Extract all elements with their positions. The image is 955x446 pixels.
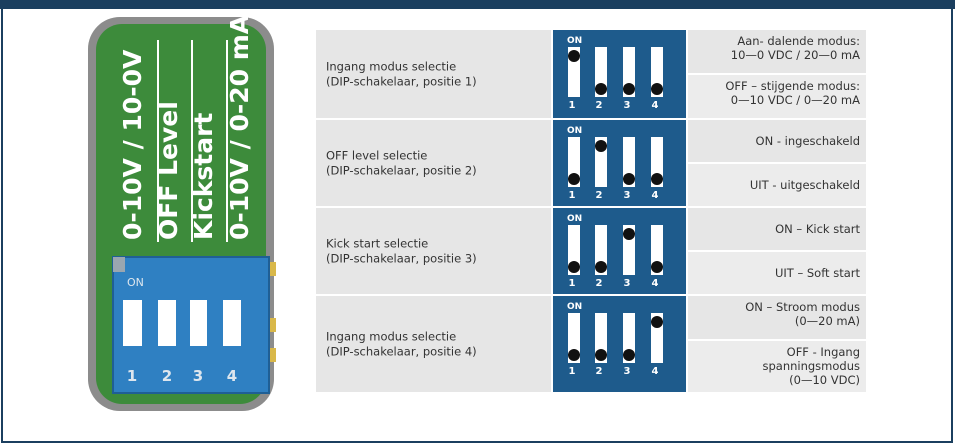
row-label: (DIP-schakelaar, positie 4)	[326, 345, 477, 359]
row-label: OFF level selectie	[326, 149, 427, 163]
option-text: 0—10 VDC / 0—20 mA	[731, 93, 860, 107]
pcb-switch-number: 1	[127, 367, 137, 385]
switch-on: ON	[567, 302, 582, 312]
label-cell	[316, 296, 551, 392]
switch-knob	[595, 83, 607, 95]
option-text: 10—0 VDC / 20—0 mA	[731, 48, 860, 62]
option-text: UIT – Soft start	[775, 266, 861, 280]
switch-number: 3	[624, 366, 631, 377]
pcb-label: Kickstart	[189, 113, 218, 240]
row-label: Ingang modus selectie	[326, 60, 456, 74]
switch-number: 3	[624, 100, 631, 111]
option-text: (0—10 VDC)	[789, 373, 860, 387]
option-text: ON – Stroom modus	[745, 300, 860, 314]
switch-number: 3	[624, 278, 631, 289]
switch-number: 1	[569, 190, 576, 201]
option-text: OFF - Ingang	[787, 345, 860, 359]
option-text: UIT - uitgeschakeld	[750, 178, 860, 192]
switch-knob	[568, 261, 580, 273]
option-cell	[688, 30, 866, 73]
pcb-label: 0-10V / 0-20 mA	[225, 14, 254, 240]
switch-knob	[623, 173, 635, 185]
option-text: ON - ingeschakeld	[756, 134, 860, 148]
pcb-switch-number: 3	[193, 367, 203, 385]
label-cell	[316, 30, 551, 118]
option-cell	[688, 164, 866, 206]
pcb-label: OFF Level	[154, 101, 183, 240]
option-cell	[688, 120, 866, 162]
option-text: Aan- dalende modus:	[737, 34, 860, 48]
option-cell	[688, 296, 866, 339]
option-cell	[688, 75, 866, 118]
label-cell	[316, 208, 551, 294]
switch-knob	[595, 261, 607, 273]
pcb-switch-number: 4	[227, 367, 237, 385]
label-cell	[316, 120, 551, 206]
row-label: (DIP-schakelaar, positie 2)	[326, 164, 477, 178]
switch-number: 4	[652, 278, 659, 289]
option-text: (0—20 mA)	[795, 314, 860, 328]
switch-number: 2	[596, 366, 603, 377]
option-cell	[688, 252, 866, 294]
row-label: Ingang modus selectie	[326, 330, 456, 344]
switch-number: 4	[652, 190, 659, 201]
switch-knob	[568, 50, 580, 62]
option-cell	[688, 208, 866, 250]
option-text: OFF – stijgende modus:	[725, 79, 860, 93]
pcb-switch-on: ON	[127, 276, 144, 289]
switch-knob	[595, 349, 607, 361]
switch-knob	[595, 140, 607, 152]
switch-on: ON	[567, 36, 582, 46]
switch-number: 4	[652, 100, 659, 111]
option-cell	[688, 341, 866, 392]
switch-knob	[623, 349, 635, 361]
frame	[1, 9, 953, 443]
switch-number: 2	[596, 278, 603, 289]
option-text: ON – Kick start	[775, 222, 860, 236]
switch-number: 3	[624, 190, 631, 201]
row-label: (DIP-schakelaar, positie 3)	[326, 252, 477, 266]
switch-number: 4	[652, 366, 659, 377]
switch-knob	[568, 349, 580, 361]
pcb-label: 0-10V / 10-0V	[118, 49, 147, 240]
switch-on: ON	[567, 214, 582, 224]
switch-knob	[623, 228, 635, 240]
switch-knob	[651, 261, 663, 273]
switch-knob	[623, 83, 635, 95]
option-text: spanningsmodus	[762, 359, 860, 373]
top-bar	[0, 0, 955, 9]
switch-number: 2	[596, 100, 603, 111]
switch-knob	[651, 83, 663, 95]
switch-knob	[651, 316, 663, 328]
switch-number: 1	[569, 100, 576, 111]
switch-on: ON	[567, 126, 582, 136]
switch-number: 1	[569, 366, 576, 377]
switch-number: 2	[596, 190, 603, 201]
pcb-switch-number: 2	[162, 367, 172, 385]
switch-knob	[651, 173, 663, 185]
switch-number: 1	[569, 278, 576, 289]
switch-knob	[568, 173, 580, 185]
row-label: Kick start selectie	[326, 237, 428, 251]
pcb-image	[88, 17, 276, 411]
row-label: (DIP-schakelaar, positie 1)	[326, 75, 477, 89]
